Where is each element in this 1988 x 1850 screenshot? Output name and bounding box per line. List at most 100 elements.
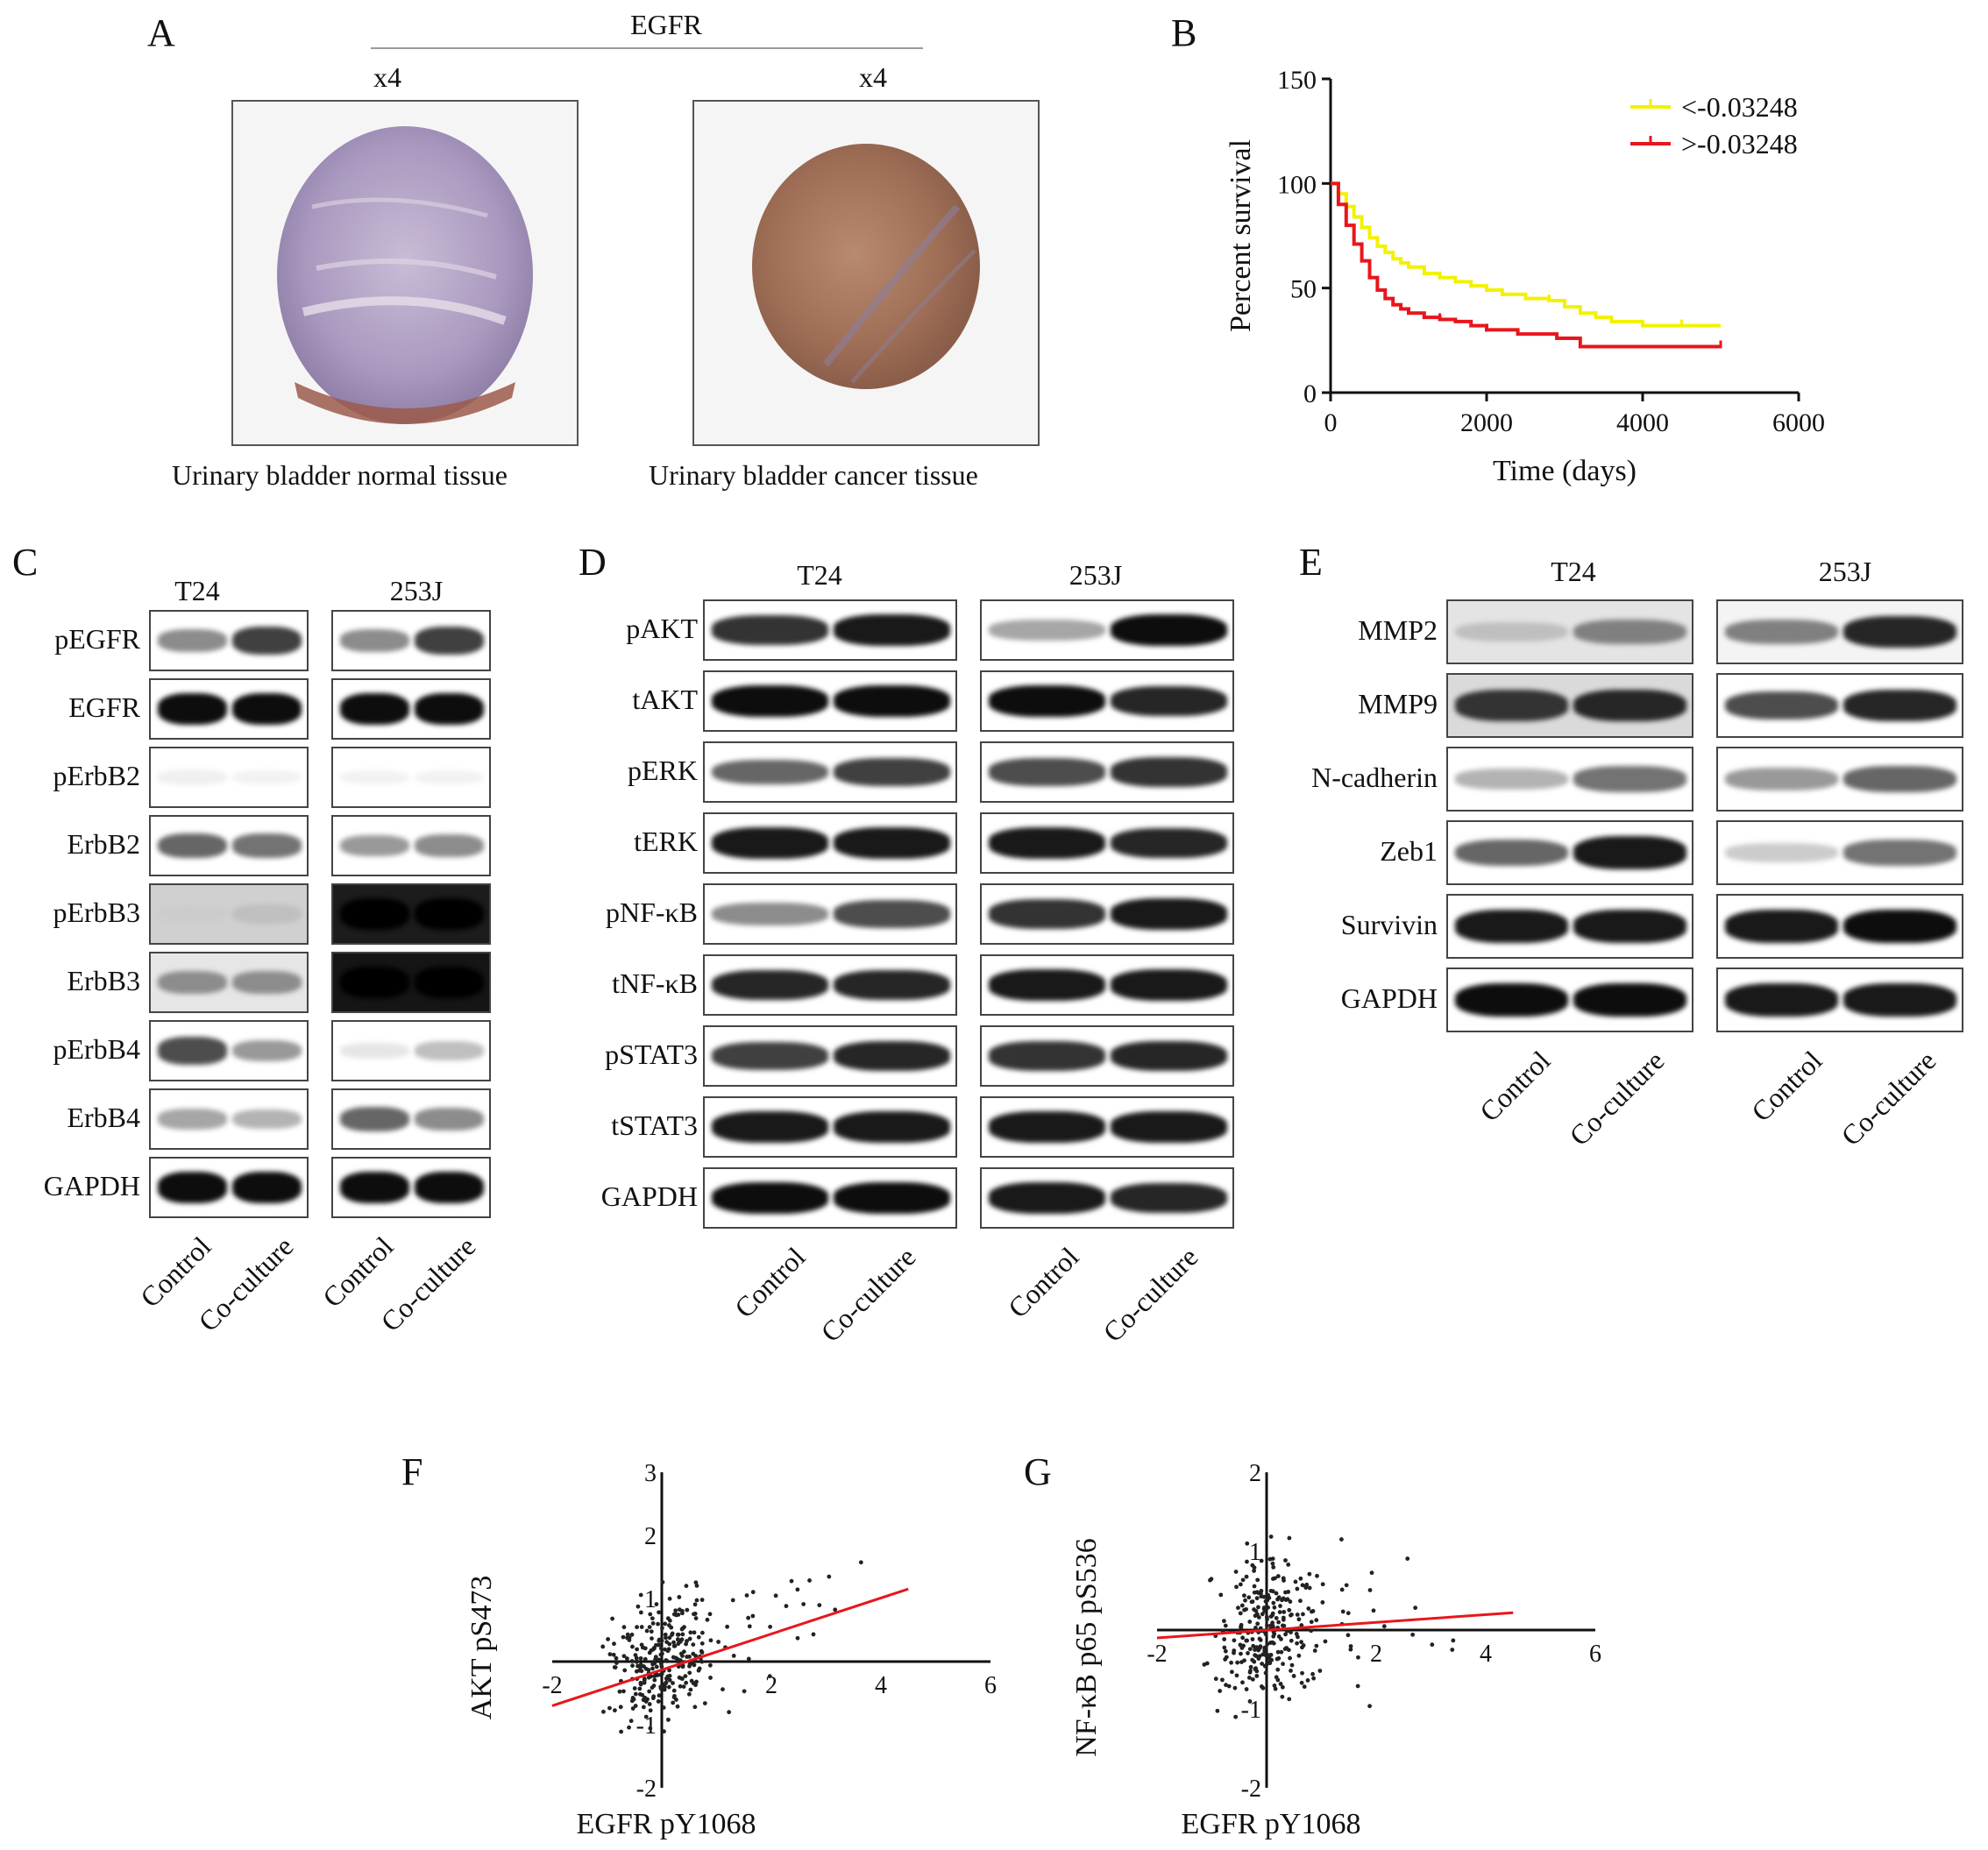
scatter-point: [667, 1635, 672, 1641]
blot-band: [158, 629, 227, 652]
scatter-point: [666, 1684, 671, 1690]
scatter-point: [662, 1729, 666, 1734]
scatter-point: [643, 1714, 649, 1719]
scatter-point: [1218, 1689, 1223, 1693]
scatter-point: [1265, 1623, 1269, 1628]
blot-box: [980, 883, 1234, 945]
scatter-point: [1233, 1714, 1239, 1719]
blot-row-label: GAPDH: [43, 1170, 140, 1201]
scatter-point: [1246, 1651, 1250, 1655]
scatter-point: [1356, 1655, 1360, 1660]
scatter-point: [647, 1702, 652, 1706]
scatter-point: [708, 1638, 714, 1643]
condition-label: Control: [728, 1241, 812, 1324]
blot-row-label: GAPDH: [600, 1180, 698, 1212]
scatter-point: [1280, 1694, 1285, 1699]
scatter-point: [699, 1650, 705, 1655]
scatter-point: [607, 1652, 613, 1657]
x-tick-label: 4000: [1616, 408, 1669, 437]
blot-band: [415, 1108, 484, 1131]
y-tick-label: 150: [1277, 66, 1317, 95]
scatter-point: [686, 1691, 692, 1697]
regression-line: [551, 1587, 909, 1707]
scatter-point: [1340, 1609, 1345, 1614]
scatter-point: [643, 1646, 648, 1651]
scatter-point: [671, 1655, 676, 1660]
scatter-point: [807, 1578, 812, 1583]
blot-box: [1716, 673, 1963, 738]
blot-band: [712, 969, 828, 1001]
blot-band: [989, 758, 1105, 786]
scatter-point: [1234, 1584, 1239, 1590]
scatter-point: [650, 1616, 655, 1621]
scatter-point: [1309, 1620, 1314, 1625]
scatter-point: [731, 1653, 736, 1658]
scatter-point: [649, 1674, 653, 1679]
scatter-point: [617, 1689, 622, 1694]
blot-band: [712, 759, 828, 785]
scatter-point: [1240, 1680, 1245, 1685]
scatter-point: [1275, 1677, 1281, 1683]
scatter-point: [1241, 1643, 1246, 1648]
scatter-point: [688, 1630, 693, 1635]
scatter-point: [1256, 1605, 1260, 1610]
scatter-point: [671, 1681, 675, 1685]
scatter-point: [693, 1580, 699, 1585]
scatter-point: [1296, 1617, 1302, 1622]
scatter-point: [627, 1725, 631, 1730]
scatter-point: [1323, 1639, 1328, 1644]
blot-row-label: tAKT: [632, 684, 698, 715]
scatter-point: [1371, 1608, 1376, 1613]
blot-band: [340, 834, 409, 857]
scatter-point: [635, 1663, 640, 1669]
scatter-point: [811, 1632, 816, 1637]
scatter-point: [1286, 1562, 1291, 1567]
scatter-point: [665, 1674, 671, 1679]
blot-row-label: Survivin: [1340, 909, 1438, 940]
scatter-point: [1317, 1669, 1323, 1673]
scatter-point: [639, 1642, 644, 1648]
blot-box: [1716, 968, 1963, 1032]
blot-box: [331, 815, 491, 876]
blot-box: [703, 741, 957, 803]
normal-tissue-image: [231, 100, 579, 446]
scatter-point: [1320, 1600, 1325, 1605]
scatter-point: [1257, 1636, 1262, 1641]
scatter-point: [630, 1663, 635, 1669]
scatter-point: [1275, 1649, 1281, 1655]
scatter-point: [655, 1673, 660, 1677]
scatter-point: [1254, 1596, 1260, 1601]
scatter-point: [795, 1635, 800, 1641]
x-tick-label: 2000: [1460, 408, 1513, 437]
x-tick-label: 2: [1370, 1641, 1382, 1668]
scatter-point: [654, 1642, 658, 1648]
scatter-point: [1270, 1613, 1274, 1618]
blot-row-label: pERK: [628, 755, 698, 786]
blot-box: [149, 610, 309, 671]
scatter-point: [643, 1699, 649, 1704]
blot-band: [1725, 619, 1838, 645]
scatter-point: [699, 1641, 705, 1646]
scatter-point: [1260, 1612, 1265, 1617]
caption-cancer-tissue: Urinary bladder cancer tissue: [649, 459, 978, 491]
scatter-point: [629, 1659, 635, 1663]
scatter-point: [1250, 1676, 1255, 1682]
scatter-point: [1291, 1674, 1296, 1678]
blot-band: [1111, 1111, 1227, 1143]
blot-box: [149, 883, 309, 945]
regression-line: [1156, 1611, 1514, 1640]
blot-band: [1111, 827, 1227, 859]
blot-row-label: pAKT: [626, 613, 698, 644]
blot-box: [980, 954, 1234, 1016]
scatter-point: [1309, 1628, 1314, 1634]
panel-d-group-253j: 253J: [1069, 559, 1123, 591]
scatter-point: [629, 1632, 635, 1637]
blot-box: [1446, 673, 1693, 738]
blot-band: [1725, 910, 1838, 943]
scatter-point: [696, 1668, 701, 1673]
scatter-point: [1245, 1541, 1250, 1546]
scatter-point: [1264, 1614, 1269, 1620]
blot-band: [989, 1182, 1105, 1214]
blot-box: [980, 741, 1234, 803]
scatter-point: [621, 1634, 626, 1640]
